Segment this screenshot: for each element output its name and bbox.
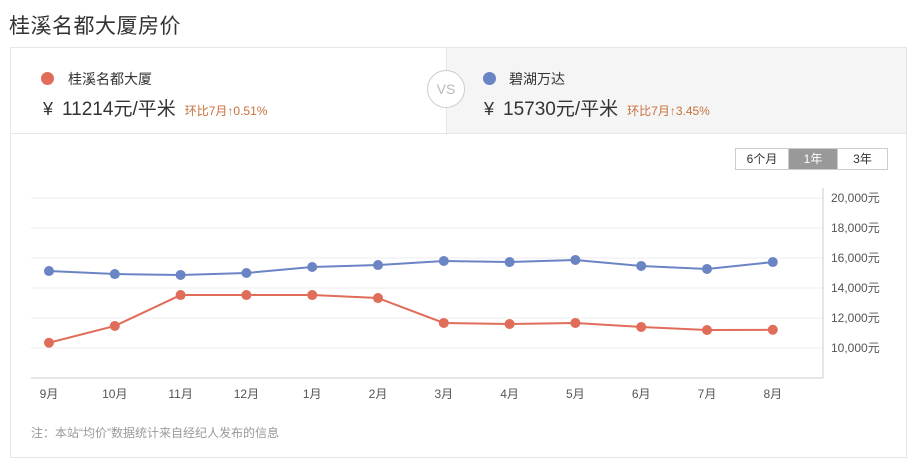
range-6-months-button[interactable]: 6个月 (736, 149, 788, 169)
data-point (767, 324, 778, 335)
data-point (504, 319, 515, 329)
price-line-chart: 10,000元 12,000元 14,000元 16,000元 18,000元 20,00… (31, 188, 880, 401)
vs-badge: VS (427, 70, 465, 108)
price-right: 15730元/平米 (503, 99, 619, 120)
x-tick-label: 5月 (566, 387, 585, 401)
data-point (438, 317, 449, 328)
price-left: 11214元/平米 (62, 99, 176, 120)
y-tick-label: 20,000元 (831, 191, 880, 205)
data-point (702, 263, 712, 274)
data-point (109, 269, 120, 280)
compare-card-left: 桂溪名都大厦 ¥ 11214元/平米 环比7月↑0.51% (11, 48, 446, 133)
y-tick-label: 18,000元 (831, 221, 880, 235)
x-tick-label: 1月 (303, 387, 322, 401)
page-title: 桂溪名都大厦房价 (9, 15, 181, 38)
time-range-toggle: 6个月 1年 3年 (735, 148, 888, 170)
compare-cards: 桂溪名都大厦 ¥ 11214元/平米 环比7月↑0.51% VS 碧湖万达 ¥ … (11, 48, 906, 134)
estate-name-right: 碧湖万达 (509, 71, 565, 87)
data-point (175, 269, 186, 280)
data-point (636, 260, 647, 271)
series-line-bihu (48, 258, 773, 276)
x-tick-label: 7月 (698, 387, 717, 401)
yen-icon: ¥ (43, 99, 54, 119)
range-3-years-button[interactable]: 3年 (837, 149, 887, 169)
x-tick-label: 10月 (102, 387, 127, 401)
legend-dot-left (41, 72, 54, 85)
series-line-guixi (48, 294, 773, 344)
data-source-note: 注：本站“均价”数据统计来自经纪人发布的信息 (31, 426, 279, 440)
x-tick-label: 3月 (434, 387, 453, 401)
data-point (373, 293, 383, 304)
change-right: 环比7月↑3.45% (627, 104, 710, 118)
yen-icon: ¥ (484, 99, 495, 119)
data-point (636, 322, 647, 332)
x-tick-label: 11月 (168, 387, 192, 401)
data-point (767, 257, 778, 268)
data-point (504, 257, 515, 268)
data-point (44, 266, 54, 277)
data-point (307, 262, 318, 272)
data-point (570, 317, 581, 328)
x-tick-label: 9月 (40, 387, 59, 401)
data-point (175, 290, 186, 301)
x-tick-label: 4月 (500, 387, 519, 401)
x-tick-label: 12月 (234, 387, 259, 401)
data-point (373, 260, 383, 271)
compare-card-right: 碧湖万达 ¥ 15730元/平米 环比7月↑3.45% (446, 48, 906, 133)
change-left: 环比7月↑0.51% (184, 104, 268, 118)
range-1-year-button[interactable]: 1年 (788, 149, 837, 169)
legend-dot-right (483, 72, 496, 85)
data-point (570, 254, 581, 265)
estate-name-left: 桂溪名都大厦 (68, 71, 152, 87)
price-row-right: ¥ 15730元/平米 环比7月↑3.45% (484, 94, 710, 121)
data-point (241, 290, 252, 301)
x-tick-label: 2月 (369, 387, 388, 401)
x-tick-label: 8月 (763, 387, 782, 401)
data-point (44, 337, 54, 348)
data-point (307, 290, 318, 301)
data-point (438, 256, 449, 266)
price-comparison-panel: 桂溪名都大厦 ¥ 11214元/平米 环比7月↑0.51% VS 碧湖万达 ¥ … (10, 47, 907, 458)
data-point (109, 320, 120, 331)
y-tick-label: 14,000元 (831, 281, 880, 295)
price-row-left: ¥ 11214元/平米 环比7月↑0.51% (43, 94, 267, 121)
y-tick-label: 10,000元 (831, 341, 880, 355)
data-point (241, 268, 252, 278)
y-tick-label: 16,000元 (831, 251, 880, 265)
data-point (702, 325, 712, 335)
x-tick-label: 6月 (632, 387, 651, 401)
y-tick-label: 12,000元 (831, 311, 880, 325)
